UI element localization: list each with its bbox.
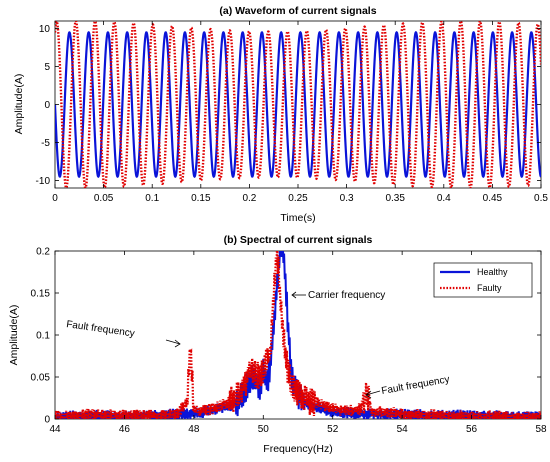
spectrum-x-tick-label: 48 bbox=[188, 424, 200, 435]
waveform-x-tick-label: 0.45 bbox=[483, 193, 503, 204]
waveform-x-tick-label: 0 bbox=[52, 193, 58, 204]
spectrum-y-ticks: 0.2 0.15 0.1 0.05 0 bbox=[31, 247, 541, 426]
waveform-x-tick-label: 0.2 bbox=[242, 193, 256, 204]
spectrum-x-tick-label: 50 bbox=[258, 424, 270, 435]
annotation-carrier-frequency: Carrier frequency bbox=[308, 290, 385, 301]
spectrum-x-tick-label: 44 bbox=[49, 424, 61, 435]
waveform-y-tick-label: 0 bbox=[44, 100, 50, 111]
waveform-x-ticks: 0 0.05 0.1 0.15 0.2 0.25 0.3 0.35 0.4 0.45 0.5 bbox=[52, 21, 548, 204]
annotation-fault-arrow-left bbox=[165, 339, 181, 348]
spectrum-y-tick-label: 0 bbox=[44, 415, 50, 426]
spectrum-legend: Healthy Faulty bbox=[433, 262, 533, 298]
waveform-x-tick-label: 0.15 bbox=[191, 193, 211, 204]
waveform-y-tick-label: -5 bbox=[41, 138, 50, 149]
spectrum-y-tick-label: 0.05 bbox=[31, 373, 51, 384]
spectrum-series-group bbox=[55, 251, 541, 419]
spectrum-x-tick-label: 54 bbox=[397, 424, 409, 435]
waveform-x-axis-label: Time(s) bbox=[280, 212, 315, 224]
waveform-x-tick-label: 0.3 bbox=[340, 193, 354, 204]
spectrum-x-tick-label: 56 bbox=[466, 424, 478, 435]
legend-box bbox=[433, 262, 533, 298]
legend-healthy-label: Healthy bbox=[477, 267, 508, 277]
waveform-y-tick-label: -10 bbox=[36, 176, 51, 187]
waveform-title: (a) Waveform of current signals bbox=[219, 5, 376, 17]
spectrum-series-faulty-line bbox=[55, 251, 541, 419]
spectrum-y-tick-label: 0.1 bbox=[36, 331, 50, 342]
waveform-y-ticks: 10 5 0 -5 -10 bbox=[36, 24, 541, 187]
legend-faulty-label: Faulty bbox=[477, 283, 502, 293]
waveform-chart: (a) Waveform of current signals 0 0.05 0.1… bbox=[13, 5, 548, 224]
waveform-y-tick-label: 5 bbox=[44, 62, 50, 73]
spectrum-chart: (b) Spectral of current signals 44 46 48 50… bbox=[8, 234, 547, 455]
waveform-x-tick-label: 0.35 bbox=[385, 193, 405, 204]
waveform-x-tick-label: 0.05 bbox=[94, 193, 114, 204]
waveform-x-tick-label: 0.25 bbox=[288, 193, 308, 204]
annotation-carrier-arrow bbox=[291, 291, 306, 299]
spectrum-x-tick-label: 58 bbox=[535, 424, 547, 435]
waveform-x-tick-label: 0.4 bbox=[437, 193, 451, 204]
waveform-y-tick-label: 10 bbox=[39, 24, 51, 35]
waveform-x-tick-label: 0.1 bbox=[145, 193, 159, 204]
waveform-series-healthy-line bbox=[55, 31, 541, 178]
spectrum-y-tick-label: 0.2 bbox=[36, 247, 50, 258]
waveform-x-tick-label: 0.5 bbox=[534, 193, 548, 204]
spectrum-y-axis-label: Amplitude(A) bbox=[8, 305, 20, 366]
spectrum-x-tick-label: 46 bbox=[119, 424, 131, 435]
waveform-series-faulty-line bbox=[55, 21, 541, 188]
spectrum-y-tick-label: 0.15 bbox=[31, 289, 51, 300]
spectrum-x-axis-label: Frequency(Hz) bbox=[263, 443, 332, 455]
waveform-y-axis-label: Amplitude(A) bbox=[13, 74, 25, 135]
spectrum-x-tick-label: 52 bbox=[327, 424, 339, 435]
spectrum-x-ticks: 44 46 48 50 52 54 56 58 bbox=[49, 251, 547, 435]
spectrum-title: (b) Spectral of current signals bbox=[224, 234, 373, 246]
annotation-fault-arrow-right bbox=[365, 390, 381, 399]
waveform-series-group bbox=[55, 21, 541, 188]
